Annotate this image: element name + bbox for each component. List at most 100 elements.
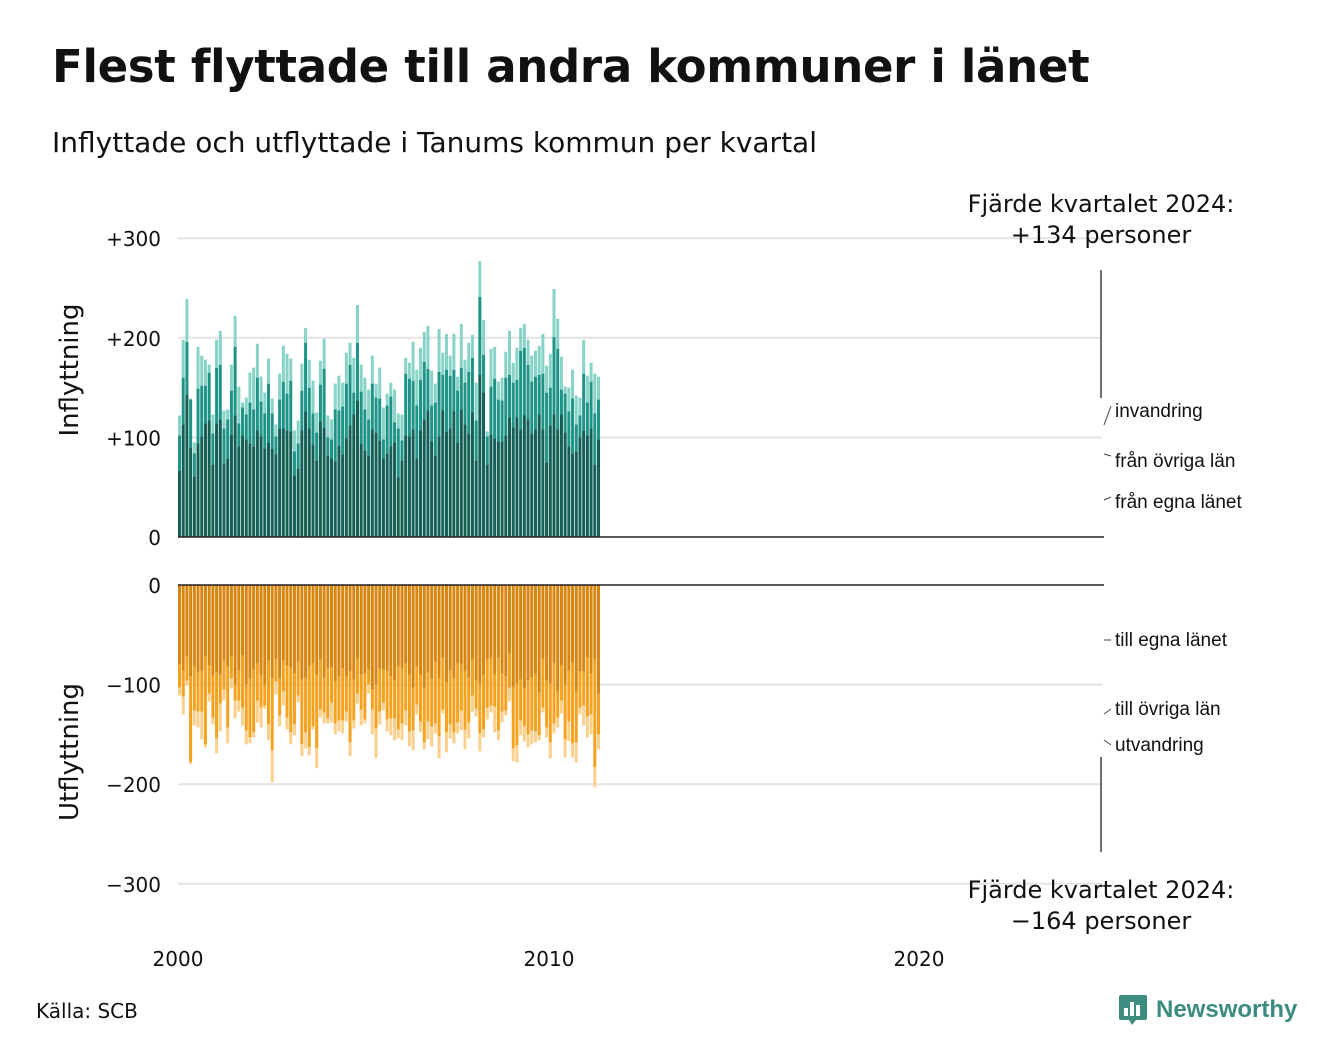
bar-in-own-county xyxy=(374,432,378,537)
bar-in-abroad xyxy=(500,377,504,401)
bar-out-own-county xyxy=(266,585,270,661)
bar-out-abroad xyxy=(185,680,189,686)
bar-out-other-county xyxy=(422,688,426,743)
bar-in-own-county xyxy=(393,442,397,537)
bar-in-own-county xyxy=(211,464,215,537)
bar-in-other-county xyxy=(563,393,567,433)
bar-out-other-county xyxy=(500,673,504,712)
bar-out-other-county xyxy=(381,669,385,703)
bar-in-own-county xyxy=(355,400,359,537)
bar-out-own-county xyxy=(441,585,445,658)
bar-in-other-county xyxy=(548,387,552,426)
bar-out-own-county xyxy=(322,585,326,678)
bar-out-own-county xyxy=(300,585,304,680)
bar-in-own-county xyxy=(400,460,404,537)
bar-in-abroad xyxy=(307,359,311,388)
bar-out-other-county xyxy=(585,657,589,717)
bar-in-other-county xyxy=(229,390,233,435)
bar-out-own-county xyxy=(196,585,200,673)
bar-out-abroad xyxy=(470,695,474,712)
bar-in-other-county xyxy=(589,381,593,429)
series-label-leader-in xyxy=(1103,496,1112,501)
bar-in-other-county xyxy=(359,391,363,444)
bar-out-abroad xyxy=(215,738,219,754)
bar-out-abroad xyxy=(207,693,211,702)
bar-out-other-county xyxy=(519,679,523,721)
bar-out-other-county xyxy=(541,659,545,708)
bar-in-abroad xyxy=(482,319,486,355)
bar-out-abroad xyxy=(530,730,534,745)
bar-out-own-county xyxy=(593,585,597,660)
bar-in-abroad xyxy=(393,389,397,423)
bar-in-abroad xyxy=(341,382,345,407)
bar-in-abroad xyxy=(437,328,441,372)
bar-out-own-county xyxy=(359,585,363,675)
bar-out-abroad xyxy=(363,719,367,724)
bar-in-abroad xyxy=(337,375,341,411)
bar-out-other-county xyxy=(292,673,296,725)
bar-out-abroad xyxy=(496,730,500,741)
bar-in-abroad xyxy=(289,358,293,381)
bar-out-other-county xyxy=(478,683,482,734)
bar-out-own-county xyxy=(281,585,285,661)
bar-in-abroad xyxy=(470,334,474,358)
bar-out-other-county xyxy=(522,688,526,727)
bar-in-other-county xyxy=(370,383,374,430)
bar-in-other-county xyxy=(207,372,211,421)
bar-out-own-county xyxy=(548,585,552,684)
bar-in-abroad xyxy=(430,370,434,406)
bar-out-abroad xyxy=(300,744,304,757)
bar-out-other-county xyxy=(548,683,552,743)
bar-out-other-county xyxy=(415,666,419,705)
bar-out-abroad xyxy=(511,748,515,762)
bar-out-abroad xyxy=(352,720,356,729)
bar-out-abroad xyxy=(203,744,207,748)
bar-out-own-county xyxy=(393,585,397,681)
bar-out-own-county xyxy=(211,585,215,676)
bar-out-other-county xyxy=(229,656,233,679)
bar-out-own-county xyxy=(200,585,204,671)
bar-out-other-county xyxy=(459,664,463,711)
bar-out-other-county xyxy=(255,663,259,701)
bar-out-abroad xyxy=(419,721,423,733)
bar-in-abroad xyxy=(582,339,586,374)
bar-in-own-county xyxy=(404,435,408,537)
bar-in-other-county xyxy=(519,350,523,430)
bar-in-own-county xyxy=(463,424,467,537)
bar-in-abroad xyxy=(359,364,363,392)
bar-out-abroad xyxy=(459,710,463,731)
bar-in-abroad xyxy=(330,419,334,440)
bar-in-abroad xyxy=(559,356,563,390)
bar-out-abroad xyxy=(407,731,411,747)
bar-out-abroad xyxy=(355,693,359,704)
bar-in-abroad xyxy=(285,353,289,394)
bar-out-abroad xyxy=(270,750,274,783)
bar-out-own-county xyxy=(285,585,289,666)
bar-out-other-county xyxy=(508,653,512,688)
bar-in-abroad xyxy=(419,347,423,380)
bar-in-own-county xyxy=(489,434,493,537)
bar-out-own-county xyxy=(241,585,245,656)
bar-out-other-county xyxy=(378,668,382,712)
bar-in-own-county xyxy=(341,454,345,537)
bar-out-abroad xyxy=(322,712,326,724)
bar-out-own-county xyxy=(355,585,359,659)
bar-in-other-county xyxy=(344,383,348,439)
bar-in-abroad xyxy=(259,376,263,402)
bar-in-abroad xyxy=(444,333,448,370)
bar-in-other-county xyxy=(597,399,601,440)
bar-out-abroad xyxy=(226,727,230,744)
bar-out-abroad xyxy=(229,678,233,689)
bar-out-own-county xyxy=(522,585,526,689)
bar-out-own-county xyxy=(255,585,259,664)
bar-in-other-county xyxy=(415,405,419,459)
bar-in-other-county xyxy=(274,436,278,455)
bar-in-other-county xyxy=(237,423,241,447)
bar-out-own-county xyxy=(563,585,567,685)
bar-out-abroad xyxy=(241,707,245,726)
bar-out-own-county xyxy=(467,585,471,678)
callout-in-line1: Fjärde kvartalet 2024: xyxy=(968,190,1235,218)
bar-out-abroad xyxy=(541,707,545,713)
bar-in-abroad xyxy=(537,345,541,375)
